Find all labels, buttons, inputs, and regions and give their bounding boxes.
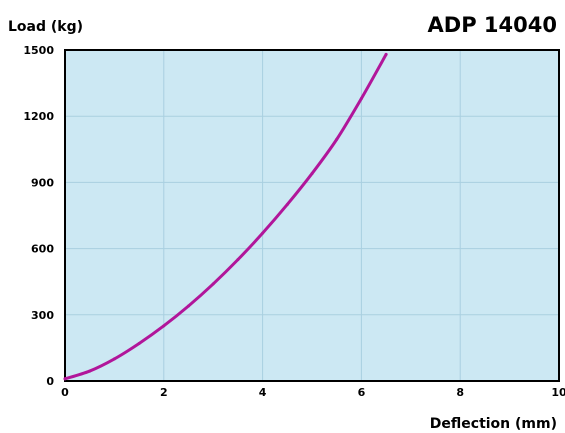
y-tick-label: 1500 <box>23 44 54 57</box>
grid-lines <box>65 50 559 381</box>
data-point <box>63 377 67 381</box>
data-point <box>261 231 265 235</box>
x-tick-label: 2 <box>160 386 168 399</box>
x-tick-labels: 0 2 4 6 8 10 <box>61 386 565 399</box>
data-point <box>236 258 240 262</box>
y-tick-label: 600 <box>31 243 54 256</box>
y-tick-label: 900 <box>31 176 54 189</box>
x-tick-label: 4 <box>259 386 267 399</box>
x-tick-label: 6 <box>358 386 366 399</box>
y-axis-label: Load (kg) <box>8 19 83 35</box>
x-tick-label: 0 <box>61 386 69 399</box>
y-tick-label: 0 <box>46 375 54 388</box>
data-point <box>384 52 388 56</box>
plot-border <box>64 49 560 382</box>
chart-title: ADP 14040 <box>428 13 557 37</box>
data-point <box>285 202 289 206</box>
y-tick-labels: 0 300 600 900 1200 1500 <box>23 44 54 388</box>
data-point <box>187 304 190 308</box>
x-tick-label: 8 <box>456 386 464 399</box>
x-tick-label: 10 <box>551 386 565 399</box>
data-point <box>359 97 363 101</box>
data-point <box>88 369 92 373</box>
data-points <box>63 52 388 381</box>
y-tick-label: 300 <box>31 309 54 322</box>
data-point <box>137 341 141 345</box>
series-line <box>63 52 388 381</box>
data-point <box>310 172 314 176</box>
data-point <box>211 282 215 286</box>
y-tick-label: 1200 <box>23 110 54 123</box>
plot-area <box>64 49 560 382</box>
x-axis-label: Deflection (mm) <box>430 416 557 432</box>
data-point <box>162 324 166 328</box>
data-point <box>112 357 116 361</box>
data-point <box>335 137 339 141</box>
